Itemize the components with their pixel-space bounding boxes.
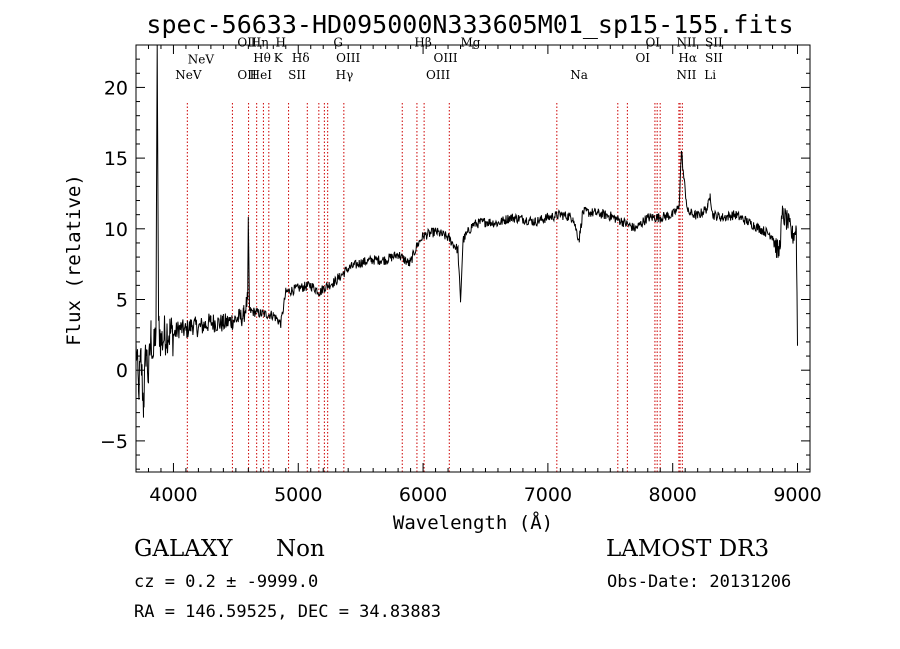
x-tick-label: 4000	[149, 484, 197, 506]
x-tick-label: 6000	[399, 484, 447, 506]
axis-ticks: 4000 5000 6000 7000 8000 9000 −5 0 5 10 15 20	[100, 44, 822, 506]
y-tick-label: −5	[100, 431, 128, 453]
x-axis-label: Wavelength (Å)	[393, 511, 553, 534]
line-label-18: Na	[570, 68, 588, 82]
line-label-26: Li	[704, 68, 716, 82]
obs-date: Obs-Date: 20131206	[607, 572, 792, 592]
y-tick-label: 20	[104, 77, 128, 99]
spectrum-line	[135, 44, 798, 418]
line-label-4: H	[276, 35, 286, 49]
line-label-7: Hδ	[292, 51, 310, 65]
y-axis-label: Flux (relative)	[63, 174, 85, 346]
line-label-5: Hθ	[253, 51, 271, 65]
x-tick-label: 5000	[274, 484, 322, 506]
line-label-11: G	[333, 35, 343, 49]
y-tick-label: 5	[116, 290, 128, 312]
line-label-10: SII	[288, 68, 306, 82]
line-label-13: Hγ	[336, 68, 354, 82]
x-tick-label: 7000	[524, 484, 572, 506]
y-tick-label: 15	[104, 148, 128, 170]
x-tick-label: 8000	[649, 484, 697, 506]
line-label-9: HeI	[250, 68, 273, 82]
line-label-24: SII	[705, 51, 723, 65]
line-label-20: OI	[635, 51, 650, 65]
y-tick-label: 0	[116, 360, 128, 382]
line-label-22: SII	[705, 35, 723, 49]
line-label-12: OIII	[336, 51, 360, 65]
line-label-21: NII	[676, 35, 696, 49]
coordinates: RA = 146.59525, DEC = 34.83883	[134, 602, 442, 622]
subclass: Non	[276, 536, 325, 562]
line-label-14: Hβ	[414, 35, 431, 49]
line-label-2: OII	[237, 35, 257, 49]
survey-name: LAMOST DR3	[606, 536, 770, 562]
line-label-3: Hη	[251, 35, 269, 49]
line-label-19: OI	[645, 35, 660, 49]
line-label-17: OIII	[426, 68, 450, 82]
plot-frame	[135, 44, 811, 473]
line-label-8: OII	[237, 68, 257, 82]
line-label-23: Hα	[678, 51, 697, 65]
y-tick-label: 10	[104, 219, 128, 241]
line-label-15: Mg	[461, 35, 481, 49]
object-class: GALAXY	[134, 536, 233, 562]
redshift-readout: cz = 0.2 ± -9999.0	[134, 572, 319, 592]
chart-title: spec-56633-HD095000N333605M01_sp15-155.f…	[146, 10, 793, 39]
line-label-1: NeV	[188, 52, 215, 66]
line-label-6: K	[274, 51, 284, 65]
line-label-25: NII	[676, 68, 696, 82]
line-label-16: OIII	[434, 51, 458, 65]
line-markers	[186, 103, 683, 472]
x-tick-label: 9000	[773, 484, 821, 506]
line-label-0: NeV	[175, 68, 202, 82]
